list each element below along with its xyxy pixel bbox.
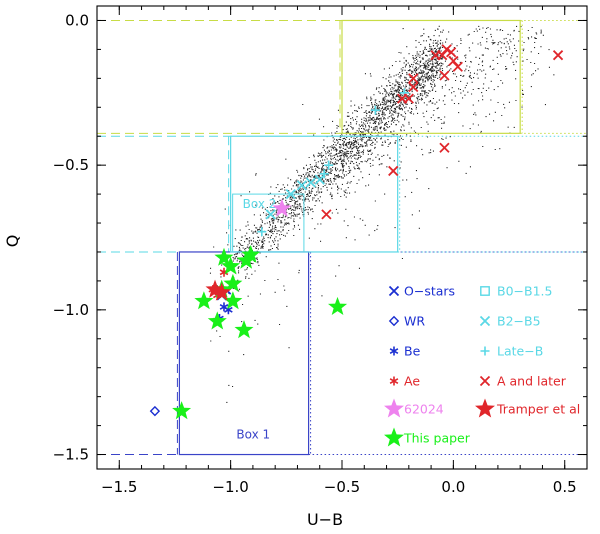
y-tick-label: −1.5 [53, 446, 89, 464]
x-tick-label: −1.0 [212, 478, 248, 496]
legend-label-1-3: Ae [404, 374, 420, 389]
legend-marker-1-0 [388, 285, 400, 297]
legend-label-1-4: 62024 [404, 402, 444, 417]
legend-marker-1-4 [384, 398, 404, 418]
x-tick-label: 0.0 [441, 478, 465, 496]
series-1-point-0 [149, 405, 161, 417]
legend-marker-2-3 [479, 375, 491, 387]
series-7-point-3 [285, 188, 296, 200]
box-2-inner-rect [232, 193, 305, 253]
series-10-point-1 [212, 282, 232, 301]
legend-label-2-1: B2−B5 [497, 314, 541, 329]
box-1-label: Box 1 [236, 428, 270, 442]
legend-marker-2-0 [480, 286, 490, 296]
legend: O−stars WR Be Ae 62024 This paper B0−B1.5 B2−B5… [384, 284, 580, 447]
series-5-point-7 [236, 250, 256, 269]
box-1-rect [178, 251, 310, 456]
series-5-point-10 [214, 247, 234, 266]
legend-marker-1-5 [384, 427, 404, 447]
series-7-point-4 [265, 209, 276, 220]
series-9-point-14 [321, 209, 332, 220]
legend-label-1-5: This paper [403, 431, 471, 446]
series-5-point-0 [172, 401, 192, 420]
series-8-point-1 [324, 160, 334, 170]
series-5-point-9 [223, 291, 243, 310]
series-9-point-10 [396, 93, 408, 104]
legend-marker-2-2 [480, 346, 490, 356]
series-7-point-2 [305, 177, 316, 188]
series-9-point-5 [452, 61, 463, 72]
box-2-label: Box 2 [243, 197, 277, 211]
legend-label-1-2: Be [404, 344, 421, 359]
series-9-point-11 [552, 50, 564, 61]
series-5-point-3 [234, 320, 254, 339]
axis-ticks [96, 6, 588, 469]
series-5-point-6 [241, 244, 261, 263]
x-tick-label: 0.5 [553, 478, 577, 496]
legend-marker-1-3 [389, 376, 399, 386]
legend-marker-2-1 [479, 315, 491, 327]
x-axis-label: U−B [307, 510, 343, 529]
legend-label-1-1: WR [404, 314, 425, 329]
series-5-point-1 [194, 291, 214, 310]
series-8-point-2 [370, 105, 380, 115]
marker-series [149, 44, 564, 420]
series-10-point-0 [205, 279, 225, 298]
series-4-point-0 [272, 198, 292, 217]
series-8-point-0 [319, 169, 329, 179]
y-tick-label: −1.0 [53, 301, 89, 319]
series-9-point-3 [445, 47, 457, 58]
legend-marker-2-4 [475, 398, 495, 418]
series-9-point-4 [448, 55, 459, 67]
legend-label-2-3: A and later [497, 374, 567, 389]
series-9-point-8 [408, 81, 419, 93]
x-tick-label: −0.5 [324, 478, 360, 496]
reference-lines [97, 19, 587, 456]
series-5-point-8 [221, 256, 241, 275]
series-9-point-13 [388, 165, 399, 177]
series-9-point-1 [437, 50, 448, 61]
legend-marker-1-1 [388, 315, 400, 327]
series-9-point-2 [441, 44, 452, 55]
series-9-point-7 [408, 73, 419, 84]
series-7-point-0 [296, 180, 308, 191]
series-5-point-2 [207, 311, 227, 330]
legend-marker-1-2 [389, 346, 399, 356]
legend-label-2-4: Tramper et al [496, 402, 580, 417]
box-3-rect [341, 19, 521, 134]
series-8-point-4 [257, 227, 267, 237]
legend-label-2-0: B0−B1.5 [497, 284, 552, 299]
y-tick-label: 0.0 [65, 11, 89, 29]
series-7-point-1 [314, 174, 325, 185]
series-9-point-12 [439, 142, 450, 153]
series-9-point-6 [439, 70, 450, 81]
box-2-rect [230, 135, 399, 253]
legend-label-2-2: Late−B [497, 344, 543, 359]
series-5-point-11 [328, 296, 348, 315]
selection-boxes: Box 1 Box 2 [178, 19, 521, 456]
series-5-point-5 [223, 273, 243, 292]
tick-labels: −1.5 −1.0 −0.5 0.0 0.5 −1.5 −1.0 −0.5 0.0 [53, 11, 577, 496]
y-axis-label: Q [3, 235, 22, 248]
legend-label-1-0: O−stars [404, 284, 455, 299]
x-tick-label: −1.5 [101, 478, 137, 496]
y-tick-label: −0.5 [53, 156, 89, 174]
